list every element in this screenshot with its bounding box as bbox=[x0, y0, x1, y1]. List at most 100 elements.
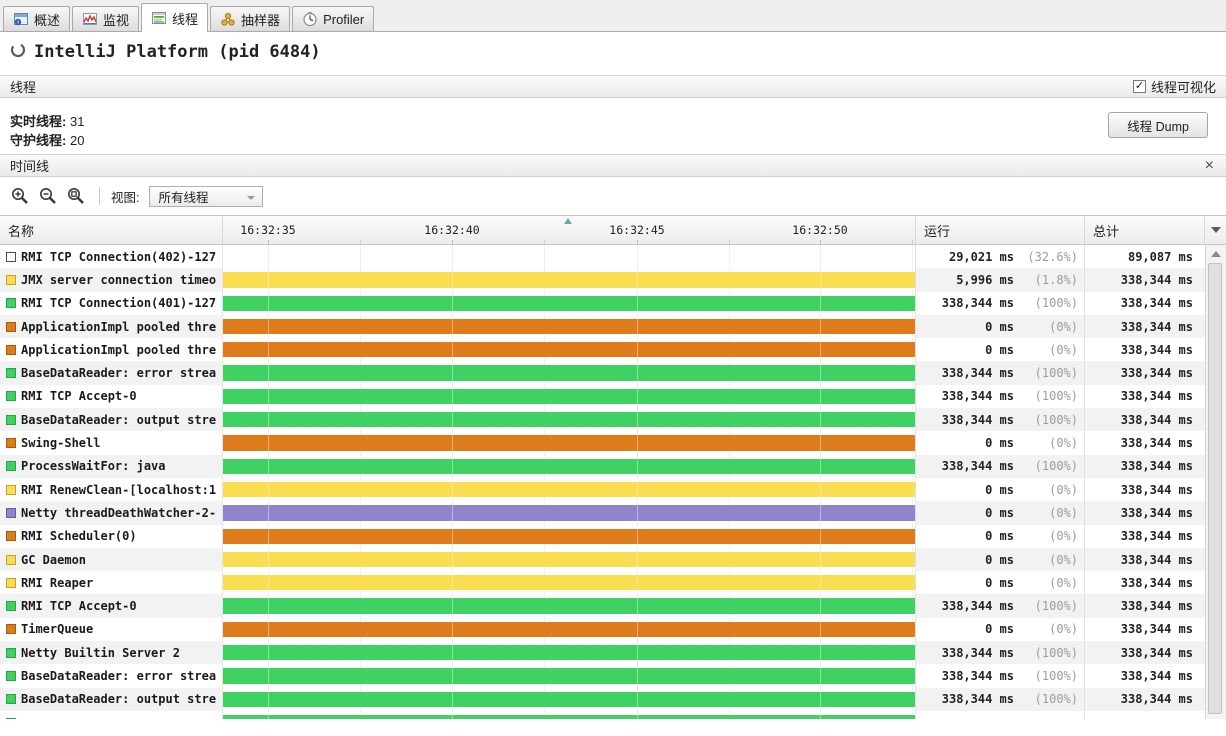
total-time-value: 338,344 ms bbox=[1120, 296, 1193, 311]
thread-timeline-cell bbox=[223, 687, 916, 711]
daemon-threads-value: 20 bbox=[69, 133, 85, 148]
close-icon[interactable]: × bbox=[1204, 156, 1214, 174]
thread-timeline-cell bbox=[223, 338, 916, 362]
live-threads-label: 实时线程: bbox=[10, 114, 67, 129]
thread-color-swatch bbox=[6, 461, 16, 472]
total-time-value: 338,344 ms bbox=[1120, 575, 1193, 590]
thread-state-bar bbox=[223, 528, 915, 544]
thread-rows: RMI TCP Connection(402)-127 29,021 ms (32.… bbox=[0, 245, 1226, 719]
column-options-button[interactable] bbox=[1205, 216, 1226, 244]
thread-visualization-toggle[interactable]: ✓ 线程可视化 bbox=[1132, 77, 1216, 96]
thread-row[interactable]: RMI RenewClean-[localhost:1 0 ms (0%) 338,3… bbox=[0, 477, 1226, 502]
thread-row[interactable]: ApplicationImpl pooled thre 0 ms (0%) 338,3… bbox=[0, 338, 1226, 362]
time-tick-label: 16:32:50 bbox=[792, 223, 848, 237]
thread-name-cell: RMI Scheduler(0) bbox=[0, 524, 223, 548]
total-time-value: 338,344 ms bbox=[1120, 366, 1193, 381]
thread-row[interactable]: TimerQueue 0 ms (0%) 338,344 ms bbox=[0, 617, 1226, 642]
thread-name-cell: BaseDataReader: output stre bbox=[0, 408, 223, 432]
thread-name-cell: Netty threadDeathWatcher-2- bbox=[0, 501, 223, 525]
thread-timeline-cell bbox=[223, 524, 916, 548]
zoom-out-button[interactable] bbox=[36, 184, 60, 208]
running-percent-value: (100%) bbox=[1034, 599, 1078, 614]
scrollbar-up-button[interactable] bbox=[1206, 245, 1226, 262]
total-time-value: 338,344 ms bbox=[1120, 272, 1193, 287]
running-time-value: 0 ms bbox=[985, 529, 1014, 544]
thread-row[interactable]: RMI TCP Connection(402)-127 29,021 ms (32.… bbox=[0, 245, 1226, 269]
thread-row[interactable]: Netty Builtin Server 2 338,344 ms (100%) 33… bbox=[0, 641, 1226, 665]
thread-name-cell: BaseDataReader: output stre bbox=[0, 687, 223, 711]
thread-row[interactable]: GC Daemon 0 ms (0%) 338,344 ms bbox=[0, 547, 1226, 572]
thread-row[interactable] bbox=[0, 710, 1226, 719]
tab-monitor[interactable]: 监视 bbox=[72, 6, 140, 31]
thread-timeline-cell bbox=[223, 384, 916, 409]
thread-row[interactable]: RMI Scheduler(0) 0 ms (0%) 338,344 ms bbox=[0, 524, 1226, 548]
thread-color-swatch bbox=[6, 601, 16, 612]
thread-row[interactable]: RMI TCP Accept-0 338,344 ms (100%) 338,344 … bbox=[0, 594, 1226, 618]
zoom-in-button[interactable] bbox=[8, 184, 32, 208]
thread-state-bar bbox=[223, 458, 915, 474]
thread-running-cell: 338,344 ms (100%) bbox=[916, 361, 1085, 385]
thread-running-cell: 0 ms (0%) bbox=[916, 501, 1085, 525]
thread-row[interactable]: BaseDataReader: output stre 338,344 ms (10… bbox=[0, 687, 1226, 711]
thread-row[interactable]: BaseDataReader: output stre 338,344 ms (10… bbox=[0, 408, 1226, 432]
thread-running-cell: 0 ms (0%) bbox=[916, 617, 1085, 642]
column-header-running[interactable]: 运行 bbox=[916, 216, 1085, 244]
thread-row[interactable]: RMI TCP Connection(401)-127 338,344 ms (10… bbox=[0, 291, 1226, 315]
thread-row[interactable]: RMI TCP Accept-0 338,344 ms (100%) 338,344 … bbox=[0, 384, 1226, 409]
thread-name-cell: RMI TCP Accept-0 bbox=[0, 594, 223, 618]
thread-name-cell: RMI TCP Accept-0 bbox=[0, 384, 223, 409]
running-percent-value: (1.8%) bbox=[1034, 272, 1078, 287]
zoom-fit-button[interactable] bbox=[64, 184, 88, 208]
thread-row[interactable]: ProcessWaitFor: java 338,344 ms (100%) 338,… bbox=[0, 454, 1226, 478]
thread-row[interactable]: BaseDataReader: error strea 338,344 ms (10… bbox=[0, 361, 1226, 385]
column-header-total[interactable]: 总计 bbox=[1085, 216, 1205, 244]
thread-name: RMI Reaper bbox=[21, 575, 94, 590]
total-time-value: 338,344 ms bbox=[1120, 436, 1193, 451]
thread-dump-button[interactable]: 线程 Dump bbox=[1108, 112, 1208, 138]
tab-sampler[interactable]: 抽样器 bbox=[210, 6, 291, 31]
total-time-cell: 338,344 ms bbox=[1085, 361, 1205, 385]
thread-running-cell: 338,344 ms (100%) bbox=[916, 594, 1085, 618]
thread-running-cell: 0 ms (0%) bbox=[916, 431, 1085, 455]
timeline-section-header: 时间线 × bbox=[0, 154, 1226, 177]
total-time-cell: 338,344 ms bbox=[1085, 431, 1205, 454]
total-time-value: 338,344 ms bbox=[1120, 412, 1193, 427]
thread-stats: 实时线程: 31 守护线程: 20 线程 Dump bbox=[0, 98, 1226, 154]
total-time-value: 338,344 ms bbox=[1120, 692, 1193, 707]
thread-name-cell: BaseDataReader: error strea bbox=[0, 361, 223, 385]
thread-row[interactable]: JMX server connection timeo 5,996 ms (1.8%… bbox=[0, 268, 1226, 292]
thread-name-cell: RMI TCP Connection(402)-127 bbox=[0, 245, 223, 269]
thread-state-bar bbox=[223, 575, 915, 591]
vertical-scrollbar[interactable] bbox=[1205, 245, 1226, 719]
thread-name: BaseDataReader: output stre bbox=[21, 412, 217, 427]
checkbox-checked-icon[interactable]: ✓ bbox=[1132, 80, 1146, 93]
thread-row[interactable]: RMI Reaper 0 ms (0%) 338,344 ms bbox=[0, 571, 1226, 595]
tab-overview[interactable]: 概述 bbox=[3, 6, 71, 31]
scrollbar-thumb[interactable] bbox=[1208, 263, 1222, 714]
thread-name: RMI RenewClean-[localhost:1 bbox=[21, 482, 217, 497]
total-time-cell: 89,087 ms bbox=[1085, 245, 1205, 268]
total-time-value: 338,344 ms bbox=[1120, 482, 1193, 497]
thread-name: Netty threadDeathWatcher-2- bbox=[21, 505, 217, 520]
total-time-cell: 338,344 ms bbox=[1085, 687, 1205, 711]
tab-threads[interactable]: 线程 bbox=[141, 3, 209, 32]
thread-state-bar bbox=[223, 318, 915, 335]
thread-row[interactable]: ApplicationImpl pooled thre 0 ms (0%) 338,3… bbox=[0, 314, 1226, 339]
running-percent-value: (100%) bbox=[1034, 645, 1078, 660]
column-header-name[interactable]: 名称 bbox=[0, 216, 223, 244]
thread-color-swatch bbox=[6, 251, 16, 262]
running-time-value: 0 ms bbox=[985, 319, 1014, 334]
thread-color-swatch bbox=[6, 624, 16, 635]
total-time-cell: 338,344 ms bbox=[1085, 338, 1205, 361]
thread-row[interactable]: Netty threadDeathWatcher-2- 0 ms (0%) 338,3… bbox=[0, 501, 1226, 525]
tab-profiler[interactable]: Profiler bbox=[292, 6, 375, 31]
running-time-value: 338,344 ms bbox=[941, 692, 1014, 707]
view-select[interactable]: 所有线程 bbox=[149, 185, 264, 207]
timeline-section-title: 时间线 bbox=[10, 159, 50, 174]
thread-row[interactable]: BaseDataReader: error strea 338,344 ms (10… bbox=[0, 664, 1226, 688]
running-time-value: 338,344 ms bbox=[941, 645, 1014, 660]
zoom-in-icon bbox=[12, 188, 28, 204]
thread-row[interactable]: Swing-Shell 0 ms (0%) 338,344 ms bbox=[0, 431, 1226, 455]
thread-name-cell: Netty Builtin Server 2 bbox=[0, 641, 223, 665]
process-title-row: IntelliJ Platform (pid 6484) bbox=[0, 32, 1226, 66]
